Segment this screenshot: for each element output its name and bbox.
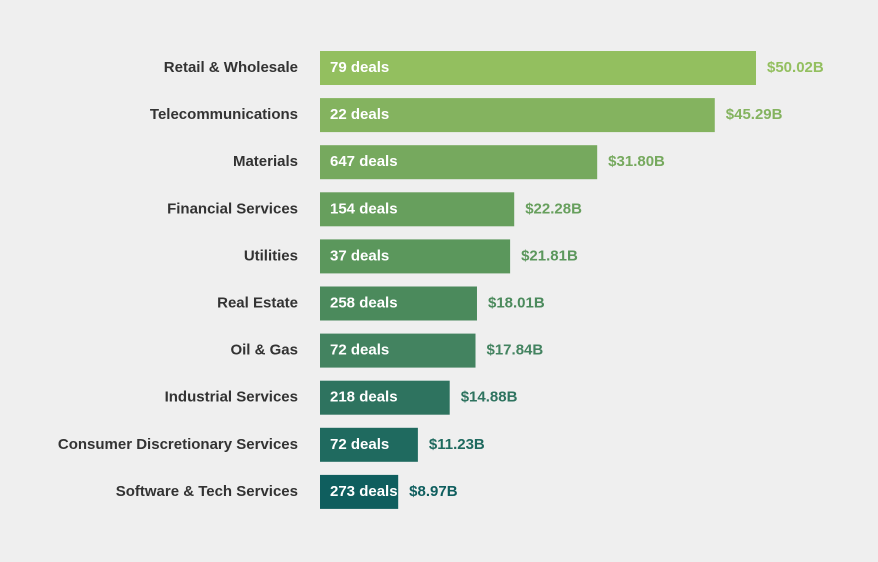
bar bbox=[320, 98, 715, 133]
category-label: Financial Services bbox=[167, 200, 298, 217]
value-label: $50.02B bbox=[767, 59, 824, 76]
deal-label: 218 deals bbox=[330, 389, 398, 406]
bar bbox=[320, 286, 477, 321]
deal-label: 154 deals bbox=[330, 200, 398, 217]
category-label: Retail & Wholesale bbox=[164, 59, 298, 76]
deal-label: 22 deals bbox=[330, 106, 389, 123]
bar bbox=[320, 145, 598, 180]
deal-label: 72 deals bbox=[330, 436, 389, 453]
deal-label: 647 deals bbox=[330, 153, 398, 170]
category-label: Utilities bbox=[244, 247, 298, 264]
category-label: Software & Tech Services bbox=[116, 483, 298, 500]
deal-label: 72 deals bbox=[330, 342, 389, 359]
deal-label: 37 deals bbox=[330, 247, 389, 264]
deal-label: 79 deals bbox=[330, 59, 389, 76]
bar bbox=[320, 192, 515, 227]
bar bbox=[320, 427, 418, 462]
value-label: $14.88B bbox=[461, 389, 518, 406]
bar bbox=[320, 474, 399, 509]
bar bbox=[320, 239, 511, 274]
value-label: $8.97B bbox=[409, 483, 458, 500]
deal-label: 273 deals bbox=[330, 483, 398, 500]
bar bbox=[320, 51, 756, 85]
category-label: Oil & Gas bbox=[230, 342, 298, 359]
category-label: Consumer Discretionary Services bbox=[58, 436, 298, 453]
value-label: $18.01B bbox=[488, 294, 545, 311]
category-label: Materials bbox=[233, 153, 298, 170]
value-label: $11.23B bbox=[429, 436, 485, 453]
deal-label: 258 deals bbox=[330, 294, 398, 311]
bar bbox=[320, 380, 450, 415]
value-label: $17.84B bbox=[487, 342, 544, 359]
category-label: Industrial Services bbox=[165, 389, 298, 406]
value-label: $31.80B bbox=[608, 153, 665, 170]
bar bbox=[320, 333, 476, 368]
value-label: $22.28B bbox=[525, 200, 582, 217]
category-label: Telecommunications bbox=[150, 106, 298, 123]
value-label: $45.29B bbox=[726, 106, 783, 123]
value-label: $21.81B bbox=[521, 247, 578, 264]
category-label: Real Estate bbox=[217, 294, 298, 311]
